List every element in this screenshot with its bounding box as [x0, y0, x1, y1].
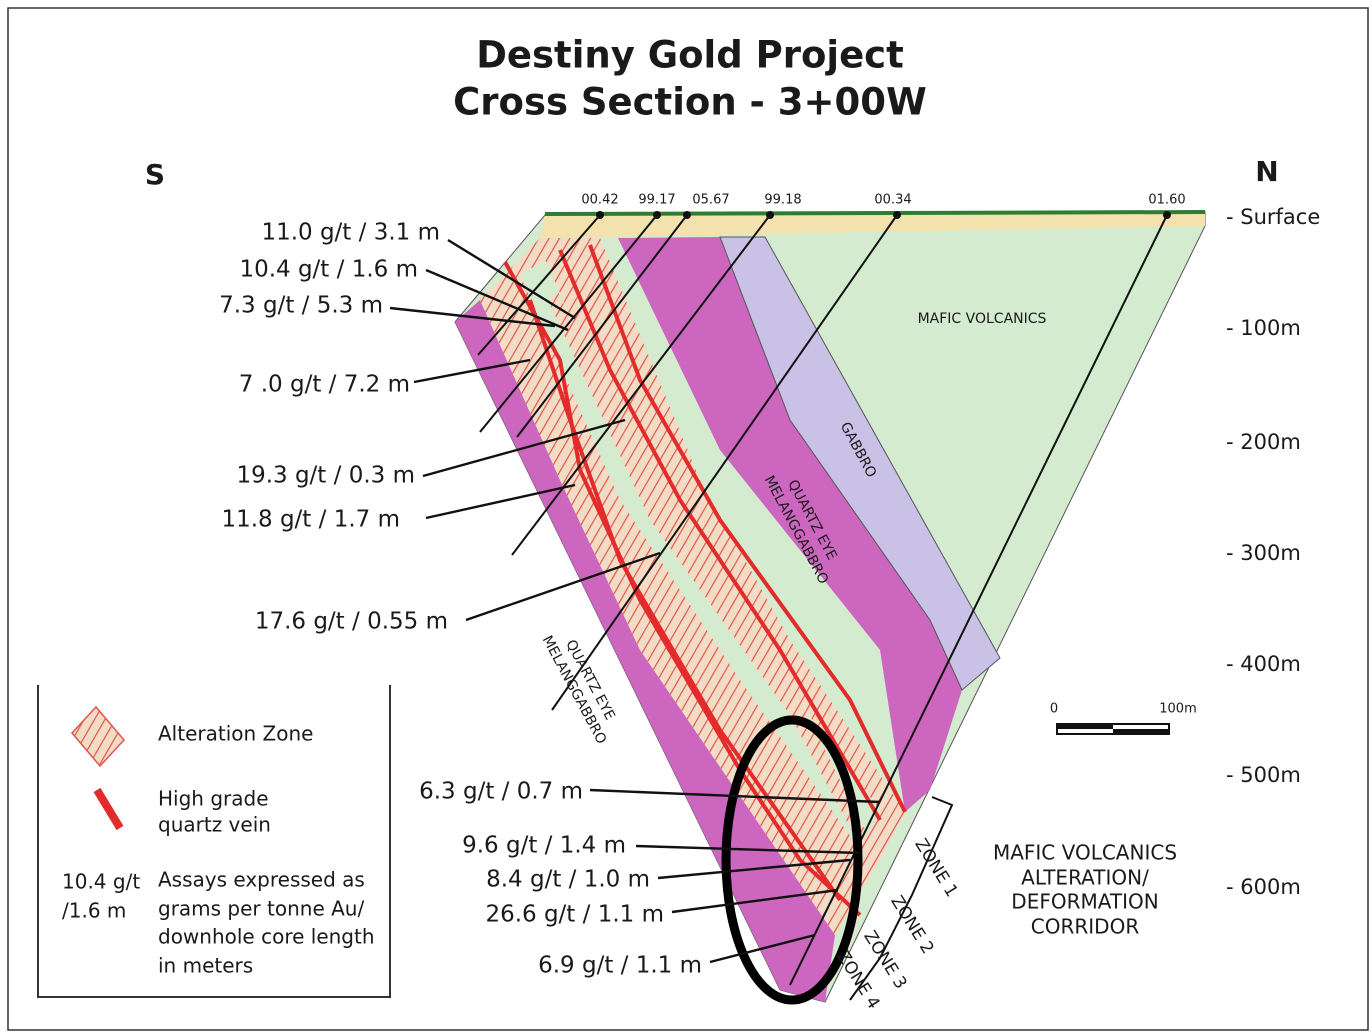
scale-label: 0: [1050, 702, 1058, 717]
legend-label: downhole core length: [158, 925, 375, 949]
assay-label: 19.3 g/t / 0.3 m: [236, 463, 415, 489]
hole-id: 99.18: [764, 193, 801, 208]
assay-label: 8.4 g/t / 1.0 m: [486, 867, 650, 893]
direction-label: S: [145, 158, 165, 191]
zone-label: ZONE 1: [910, 835, 961, 900]
assay-label: 7 .0 g/t / 7.2 m: [239, 372, 410, 398]
legend-label: Alteration Zone: [158, 722, 313, 746]
corridor-label: ALTERATION/: [1021, 866, 1149, 890]
legend-label: quartz vein: [158, 813, 271, 837]
corridor-label: CORRIDOR: [1031, 915, 1140, 939]
cross-section: Destiny Gold Project Cross Section - 3+0…: [0, 0, 1372, 1034]
assay-label: 17.6 g/t / 0.55 m: [255, 609, 448, 635]
depth-label: - 400m: [1226, 652, 1301, 676]
assay-label: 26.6 g/t / 1.1 m: [485, 902, 664, 928]
title: Destiny Gold Project: [476, 34, 904, 77]
depth-label: - 500m: [1226, 763, 1301, 787]
legend-label: 10.4 g/t: [62, 870, 140, 894]
unit-label: MAFIC VOLCANICS: [918, 311, 1047, 327]
zone-label: ZONE 2: [886, 892, 937, 957]
hole-id: 00.42: [581, 193, 618, 208]
assay-label: 10.4 g/t / 1.6 m: [239, 257, 418, 283]
title: Cross Section - 3+00W: [453, 81, 927, 124]
legend-label: Assays expressed as: [158, 868, 365, 892]
assay-label: 7.3 g/t / 5.3 m: [219, 293, 383, 319]
hole-id: 01.60: [1148, 193, 1185, 208]
depth-label: - 100m: [1226, 316, 1301, 340]
legend-label: /1.6 m: [62, 899, 126, 923]
assay-label: 11.8 g/t / 1.7 m: [221, 507, 400, 533]
depth-label: - 300m: [1226, 541, 1301, 565]
depth-label: - 600m: [1226, 875, 1301, 899]
assay-label: 11.0 g/t / 3.1 m: [261, 220, 440, 246]
legend-swatch-alteration: [72, 707, 124, 766]
assay-label: 6.3 g/t / 0.7 m: [419, 779, 583, 805]
assay-label: 6.9 g/t / 1.1 m: [538, 953, 702, 979]
corridor-label: DEFORMATION: [1011, 890, 1158, 914]
legend-label: in meters: [158, 954, 253, 978]
legend-label: High grade: [158, 787, 269, 811]
corridor-label: MAFIC VOLCANICS: [993, 841, 1177, 865]
hole-id: 05.67: [692, 193, 729, 208]
surface-line: [545, 212, 1205, 214]
direction-label: N: [1255, 155, 1278, 188]
legend-label: grams per tonne Au/: [158, 897, 364, 921]
depth-label: - 200m: [1226, 430, 1301, 454]
scale-bar: [1057, 724, 1169, 734]
hole-id: 00.34: [874, 193, 911, 208]
legend-swatch-vein: [97, 790, 120, 828]
hole-id: 99.17: [638, 193, 675, 208]
scale-label: 100m: [1159, 702, 1196, 717]
assay-label: 9.6 g/t / 1.4 m: [462, 833, 626, 859]
depth-label: - Surface: [1226, 205, 1320, 229]
